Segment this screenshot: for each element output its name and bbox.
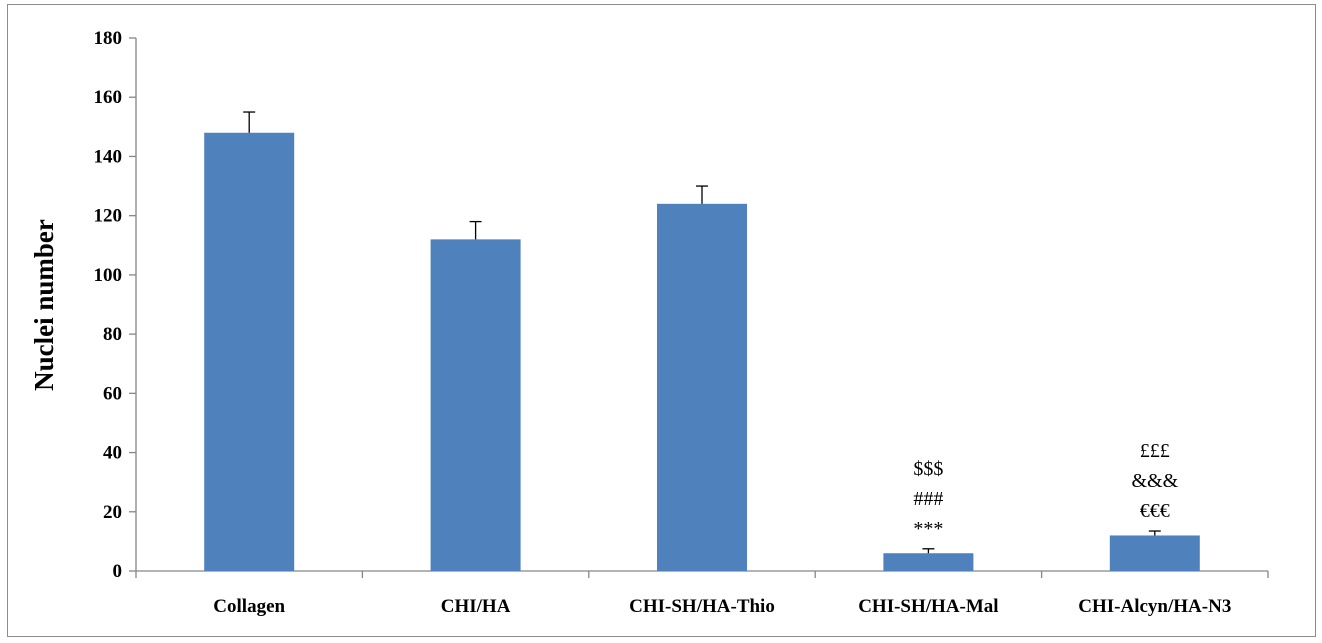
- y-tick-label: 180: [94, 28, 123, 49]
- bar: [204, 132, 295, 571]
- category-label: CHI-SH/HA-Thio: [629, 596, 775, 617]
- bar: [1109, 535, 1200, 571]
- category-label: CHI/HA: [441, 596, 511, 617]
- bar: [657, 203, 747, 572]
- significance-annotation: ***: [913, 518, 943, 540]
- y-tick-label: 100: [94, 265, 123, 286]
- y-tick-label: 140: [94, 146, 123, 167]
- y-tick-label: 60: [103, 383, 122, 404]
- bar: [883, 553, 974, 571]
- y-tick-label: 80: [103, 324, 122, 345]
- significance-annotation: €€€: [1140, 500, 1170, 522]
- y-axis-title: Nuclei number: [29, 219, 59, 391]
- significance-annotation: ###: [913, 488, 943, 510]
- category-label: Collagen: [213, 596, 285, 617]
- plot-area: 0 20 40 60 80 100 120 140 160 180 Collagen CHI/HA CH…: [94, 28, 1269, 617]
- y-tick-label: 160: [94, 87, 123, 108]
- category-label: CHI-Alcyn/HA-N3: [1078, 596, 1231, 617]
- y-tick-label: 0: [113, 561, 123, 582]
- significance-annotation: &&&: [1131, 470, 1178, 492]
- significance-annotation: $$$: [913, 458, 943, 480]
- category-label: CHI-SH/HA-Mal: [858, 596, 998, 617]
- bar: [430, 239, 521, 571]
- y-axis-title-group: Nuclei number: [29, 219, 59, 391]
- y-tick-label: 40: [103, 443, 122, 464]
- y-tick-label: 120: [94, 206, 123, 227]
- y-tick-label: 20: [103, 502, 122, 523]
- significance-annotation: £££: [1140, 440, 1170, 462]
